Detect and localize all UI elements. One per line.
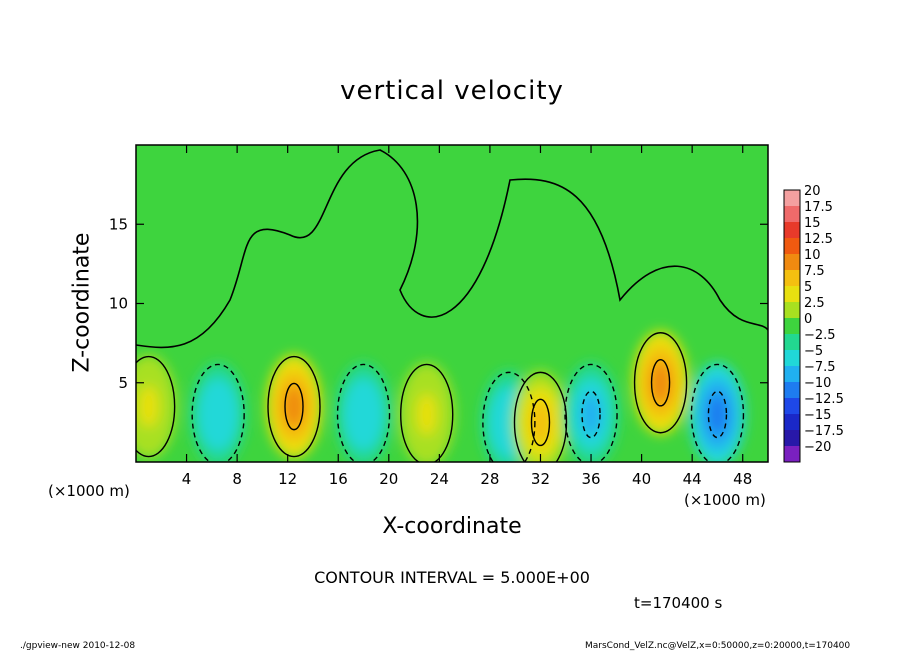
field-peak-3 [353,393,374,436]
footer-file-label: MarsCond_VelZ.nc@VelZ,x=0:50000,z=0:2000… [585,641,851,651]
colorbar-swatch [784,318,800,335]
x-tick-label: 40 [632,470,651,488]
colorbar-swatch [784,222,800,239]
colorbar-frame [783,189,801,463]
colorbar-label: 15 [804,216,821,231]
x-tick-label: 24 [430,470,449,488]
colorbar-label: −2.5 [804,328,836,343]
contour-interval-label: CONTOUR INTERVAL = 5.000E+00 [314,568,590,587]
colorbar-label: 0 [804,312,812,327]
colorbar-label: −17.5 [804,424,844,439]
colorbar-swatch [784,414,800,431]
colorbar-label: 7.5 [804,264,825,279]
x-tick-label: 4 [182,470,192,488]
field-peak-4 [416,393,437,436]
y-axis-label: Z-coordinate [69,232,95,373]
x-tick-label: 28 [480,470,499,488]
contour-inner-8 [650,358,671,407]
contour-line-8 [633,332,688,434]
x-axis-label: X-coordinate [382,514,522,539]
contour-inner-2 [284,382,304,431]
field-peak-8 [650,361,671,404]
colorbar-label: 10 [804,248,821,263]
colorbar-swatch [784,302,800,319]
field-peak-7 [581,393,602,436]
x-tick-label: 44 [683,470,702,488]
contour-line-2 [267,355,321,458]
zero-contour [136,149,768,349]
colorbar-label: 5 [804,280,812,295]
colorbar-swatch [784,366,800,383]
colorbar-label: −10 [804,376,831,391]
x-tick-label: 48 [733,470,752,488]
colorbar-swatch [784,430,800,447]
chart-title: vertical velocity [340,76,564,106]
contour-line-1 [191,363,245,462]
x-tick-label: 36 [581,470,600,488]
y-tick-label: 5 [118,374,128,392]
footer-program-label: ./gpview-new 2010-12-08 [20,641,136,651]
colorbar-label: 12.5 [804,232,833,247]
contour-line-4 [400,363,454,462]
colorbar-label: 2.5 [804,296,825,311]
x-axis-unit-left: (×1000 m) [48,482,130,500]
colorbar-swatch [784,190,800,207]
field-peak-0 [138,385,159,428]
contour-line-7 [564,363,618,462]
colorbar-swatch [784,446,800,463]
colorbar-label: 17.5 [804,200,833,215]
colorbar-label: 20 [804,184,821,199]
x-tick-label: 32 [531,470,550,488]
colorbar-label: −7.5 [804,360,836,375]
colorbar-swatch [784,286,800,303]
field-peak-1 [208,393,229,436]
field-peak-9 [707,393,728,436]
field-peak-2 [284,385,304,428]
field-peak-6 [530,401,551,444]
colorbar-label: −12.5 [804,392,844,407]
x-axis-unit-right: (×1000 m) [684,491,766,509]
x-tick-label: 8 [232,470,242,488]
time-label: t=170400 s [634,594,723,612]
contour-inner-6 [530,398,551,447]
y-tick-label: 15 [109,215,128,233]
contour-inner-9 [707,390,728,439]
colorbar-swatch [784,238,800,255]
x-tick-label: 16 [329,470,348,488]
colorbar-swatch [784,350,800,367]
contour-line-6 [513,371,568,462]
contour-line-3 [336,363,391,462]
contour-line-9 [690,363,745,462]
contour-line-0 [136,355,176,458]
x-tick-label: 12 [278,470,297,488]
colorbar-swatch [784,254,800,271]
y-tick-label: 10 [109,295,128,313]
colorbar-label: −5 [804,344,823,359]
colorbar-swatch [784,270,800,287]
colorbar-label: −20 [804,440,831,455]
contour-line-5 [482,371,536,462]
colorbar-swatch [784,382,800,399]
x-tick-label: 20 [379,470,398,488]
colorbar-swatch [784,398,800,415]
contour-inner-7 [581,390,601,439]
colorbar-label: −15 [804,408,831,423]
colorbar-swatch [784,334,800,351]
colorbar-swatch [784,206,800,223]
